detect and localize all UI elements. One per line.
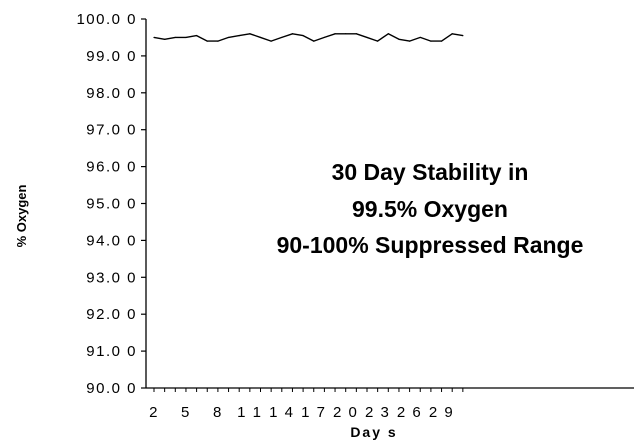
data-point: [217, 40, 219, 42]
y-tick-label: 90.0 0: [86, 380, 137, 397]
data-point: [334, 33, 336, 35]
y-tick-label: 94.0 0: [86, 232, 137, 249]
x-tick-label: 2 0: [333, 404, 358, 421]
annotation-line-3: 90-100% Suppressed Range: [277, 232, 584, 258]
x-axis-label: Day s: [350, 424, 397, 440]
data-point: [430, 40, 432, 42]
y-tick-label: 95.0 0: [86, 196, 137, 213]
data-point: [174, 36, 176, 39]
data-point: [451, 33, 453, 35]
data-point: [313, 40, 315, 42]
data-point: [377, 40, 379, 42]
x-tick-label: 2 3: [365, 404, 390, 421]
x-tick-label: 2 6: [397, 404, 422, 421]
data-point: [281, 36, 283, 39]
y-tick-label: 96.0 0: [86, 159, 137, 176]
data-point: [153, 36, 155, 39]
data-point: [419, 36, 421, 39]
data-point: [462, 35, 464, 37]
y-tick-label: 92.0 0: [86, 306, 137, 323]
data-point: [440, 40, 443, 42]
x-tick-label: 1 4: [269, 404, 294, 421]
data-point: [387, 33, 389, 35]
y-axis-label: % Oxygen: [14, 185, 29, 248]
x-tick-label: 2 9: [429, 404, 454, 421]
x-tick-label: 2: [149, 404, 159, 421]
series-group: [153, 33, 464, 42]
annotation-line-1: 30 Day Stability in: [332, 159, 529, 185]
data-point: [185, 36, 187, 39]
data-point: [345, 33, 347, 35]
data-point: [249, 33, 251, 35]
data-point: [259, 36, 262, 39]
data-point: [206, 40, 208, 42]
data-point: [323, 36, 325, 39]
y-tick-label: 99.0 0: [86, 48, 137, 65]
data-point: [302, 35, 304, 37]
data-point: [164, 38, 166, 40]
y-axis-ticks: 90.0 0 91.0 0 92.0 0 93.0 0 94.0 0 95.0 0 96.0…: [76, 11, 146, 397]
y-tick-label: 100.0 0: [76, 11, 137, 28]
y-tick-label: 98.0 0: [86, 85, 137, 102]
x-tick-label: 1 7: [301, 404, 326, 421]
y-tick-label: 91.0 0: [86, 343, 137, 360]
data-point: [227, 36, 230, 39]
x-tick-label: 8: [213, 404, 223, 421]
annotation-line-2: 99.5% Oxygen: [352, 196, 508, 222]
data-point: [238, 35, 240, 37]
data-point: [291, 33, 294, 35]
series-line: [153, 33, 464, 42]
data-point: [366, 36, 368, 39]
x-tick-label: 1 1: [237, 404, 262, 421]
x-tick-label: 5: [181, 404, 191, 421]
y-tick-label: 97.0 0: [86, 122, 137, 139]
y-tick-label: 93.0 0: [86, 269, 137, 286]
data-point: [270, 40, 272, 42]
data-point: [355, 33, 357, 35]
data-point: [409, 40, 411, 42]
data-point: [398, 38, 400, 40]
data-point: [196, 35, 198, 37]
